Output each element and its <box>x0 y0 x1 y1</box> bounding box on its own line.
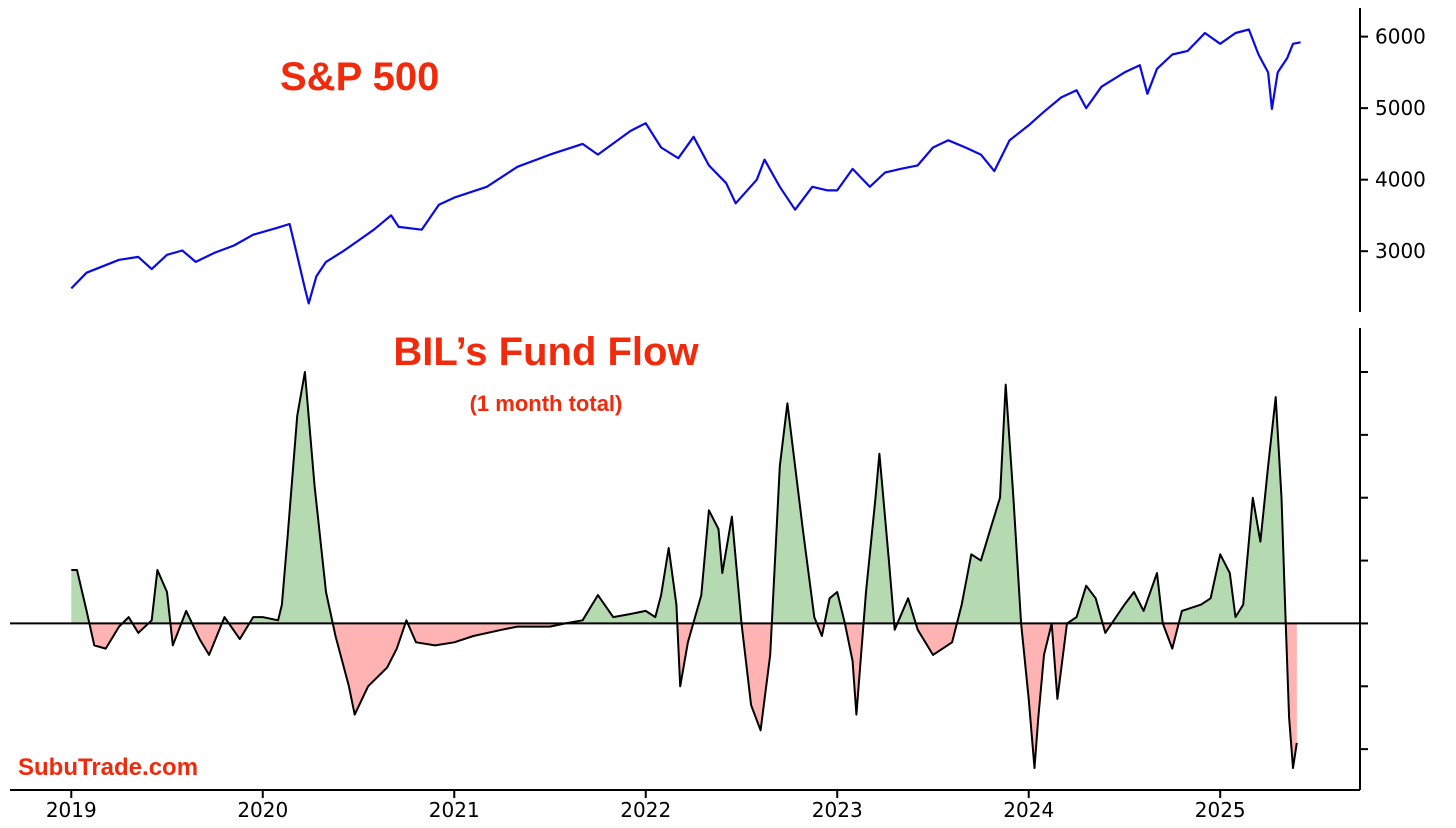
x-tick-label: 2022 <box>620 798 671 822</box>
x-tick-label: 2021 <box>429 798 480 822</box>
x-tick-label: 2019 <box>46 798 97 822</box>
fund-flow-x-ticks: 2019 2020 2021 2022 2023 2024 2025 <box>46 790 1246 822</box>
sp500-y-tick-label: 6000 <box>1375 25 1426 49</box>
sp500-y-tick-label: 4000 <box>1375 168 1426 192</box>
sp500-y-tick-label: 5000 <box>1375 96 1426 120</box>
sp500-line <box>70 28 1301 305</box>
x-tick-label: 2023 <box>812 798 863 822</box>
x-tick-label: 2024 <box>1003 798 1054 822</box>
watermark: SubuTrade.com <box>18 754 198 781</box>
fund-flow-subtitle: (1 month total) <box>470 391 623 416</box>
sp500-panel: 3000 4000 5000 6000 S&P 500 <box>70 8 1426 312</box>
fund-flow-positive-area <box>71 372 1286 632</box>
x-tick-label: 2020 <box>237 798 288 822</box>
sp500-y-ticks: 3000 4000 5000 6000 <box>1360 25 1426 263</box>
fund-flow-negative-area <box>89 621 1297 768</box>
x-tick-label: 2025 <box>1195 798 1246 822</box>
sp500-title: S&P 500 <box>280 55 439 99</box>
fund-flow-title: BIL’s Fund Flow <box>393 330 699 374</box>
sp500-y-tick-label: 3000 <box>1375 239 1426 263</box>
fund-flow-y-ticks <box>1360 371 1368 751</box>
sp500-series-group <box>70 28 1301 305</box>
fund-flow-panel: 2019 2020 2021 2022 2023 2024 2025 BIL’s Fund … <box>10 328 1368 822</box>
fund-flow-series-group <box>10 371 1360 769</box>
fund-flow-line <box>71 371 1298 769</box>
